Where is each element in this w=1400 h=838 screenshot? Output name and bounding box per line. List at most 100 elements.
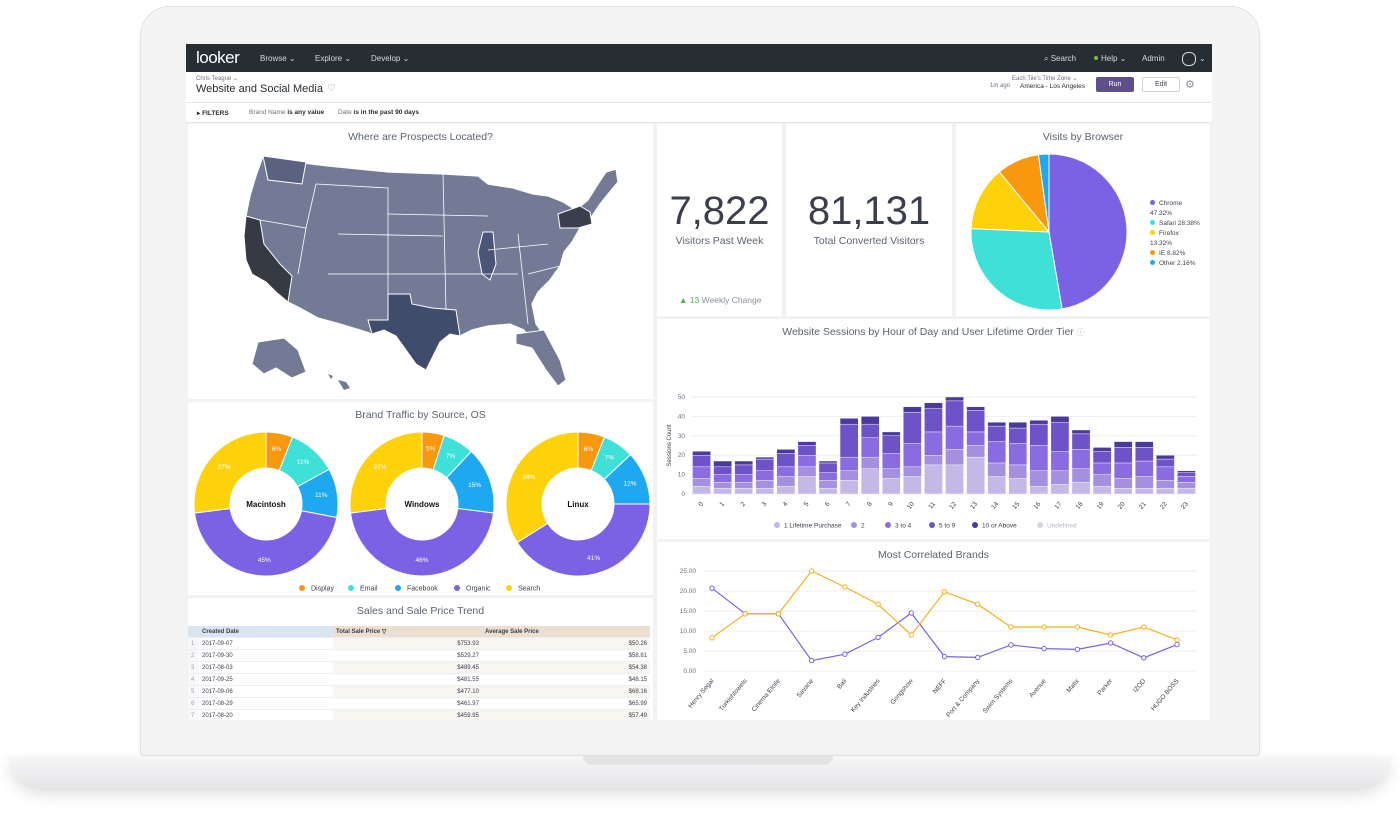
bar-segment[interactable] (734, 487, 753, 495)
bar-segment[interactable] (1156, 458, 1175, 468)
line-point[interactable] (1074, 624, 1081, 630)
bar-segment[interactable] (818, 472, 838, 481)
bar-segment[interactable] (713, 474, 732, 483)
table-row[interactable]: 7 2017-08-20 $459.95 $57.49 (188, 709, 650, 720)
bar-segment[interactable] (924, 408, 943, 433)
bar-segment[interactable] (966, 431, 985, 446)
bar-segment[interactable] (1113, 441, 1133, 448)
bar-segment[interactable] (797, 441, 817, 446)
legend-item-facebook[interactable]: Facebook (407, 586, 438, 593)
bar-segment[interactable] (1135, 447, 1154, 462)
bar-segment[interactable] (1135, 476, 1154, 489)
legend-item-display[interactable]: Display (311, 586, 334, 593)
bar-segment[interactable] (776, 466, 796, 477)
line-point[interactable] (975, 654, 981, 661)
line-point[interactable] (941, 653, 948, 660)
bar-segment[interactable] (987, 422, 1006, 427)
bar-segment[interactable] (755, 487, 775, 495)
legend-item-email[interactable]: Email (360, 586, 378, 593)
col-total-sale-price[interactable]: Total Sale Price ▽ (333, 626, 482, 638)
bar-segment[interactable] (839, 418, 859, 425)
bar-segment[interactable] (903, 412, 922, 444)
line-point[interactable] (1008, 624, 1014, 630)
bar-segment[interactable] (818, 460, 838, 464)
run-button[interactable]: Run (1096, 77, 1134, 92)
line-point[interactable] (1008, 642, 1014, 648)
bar-segment[interactable] (1177, 476, 1196, 483)
legend-item-other[interactable]: Other 2.16% (1150, 259, 1200, 269)
legend-item-ie[interactable]: IE 8.82% (1150, 249, 1200, 259)
bar-segment[interactable] (692, 486, 711, 495)
bar-segment[interactable] (1071, 468, 1091, 483)
edit-button[interactable]: Edit (1142, 77, 1180, 92)
legend-item[interactable]: 1 Lifetime Purchase (784, 523, 842, 530)
bar-segment[interactable] (1008, 422, 1028, 429)
line-point[interactable] (1074, 646, 1081, 653)
pie-slice-safari[interactable] (970, 228, 1063, 311)
bar-segment[interactable] (1050, 422, 1070, 452)
donut-slice-linux-search[interactable] (505, 431, 579, 544)
nav-develop[interactable]: Develop ⌄ (371, 54, 410, 63)
bar-segment[interactable] (797, 454, 817, 468)
line-point[interactable] (1141, 655, 1147, 661)
bar-segment[interactable] (1008, 478, 1028, 495)
bar-segment[interactable] (818, 487, 838, 495)
bar-segment[interactable] (882, 431, 901, 436)
bar-segment[interactable] (755, 470, 775, 481)
bar-segment[interactable] (1071, 429, 1091, 435)
bar-segment[interactable] (924, 402, 943, 409)
bar-segment[interactable] (1008, 464, 1028, 479)
bar-segment[interactable] (1113, 487, 1133, 495)
legend-item-organic[interactable]: Organic (466, 586, 491, 593)
table-row[interactable]: 4 2017-09-25 $481.55 $48.15 (188, 673, 650, 686)
bar-segment[interactable] (1029, 470, 1049, 487)
bar-segment[interactable] (945, 464, 964, 495)
bar-segment[interactable] (1135, 487, 1154, 495)
nav-explore[interactable]: Explore ⌄ (315, 54, 352, 63)
bar-segment[interactable] (1071, 482, 1091, 495)
series-line[interactable] (711, 570, 1178, 641)
legend-item[interactable]: 3 to 4 (895, 523, 912, 530)
line-point[interactable] (709, 635, 715, 641)
bar-segment[interactable] (924, 454, 943, 466)
legend-item-search[interactable]: Search (518, 586, 540, 593)
bar-segment[interactable] (882, 478, 901, 495)
line-point[interactable] (941, 589, 948, 595)
line-point[interactable] (908, 610, 914, 616)
bar-segment[interactable] (713, 460, 732, 468)
bar-segment[interactable] (903, 443, 922, 468)
pie-slice-other[interactable] (1037, 153, 1050, 233)
chevron-down-icon[interactable]: ⌄ (1199, 54, 1206, 63)
bar-segment[interactable] (776, 476, 796, 487)
line-point[interactable] (875, 634, 881, 641)
filter-date[interactable]: Date is in the past 90 days (338, 109, 419, 116)
bar-segment[interactable] (1156, 466, 1175, 481)
bar-segment[interactable] (882, 468, 901, 479)
bar-segment[interactable] (713, 482, 732, 489)
bar-segment[interactable] (1113, 462, 1133, 479)
bar-segment[interactable] (839, 456, 859, 471)
bar-segment[interactable] (1156, 454, 1175, 460)
line-point[interactable] (808, 657, 815, 664)
line-point[interactable] (908, 632, 914, 638)
pie-slice-chrome[interactable] (1048, 153, 1128, 310)
info-icon[interactable]: ⓘ (1076, 328, 1085, 337)
gear-icon[interactable]: ⚙ (1185, 79, 1195, 91)
bar-segment[interactable] (966, 410, 985, 433)
bar-segment[interactable] (713, 487, 732, 495)
donut-slice-windows-organic[interactable] (350, 507, 494, 577)
nav-browse[interactable]: Browse ⌄ (260, 54, 296, 63)
bar-segment[interactable] (1050, 451, 1070, 471)
bar-segment[interactable] (713, 466, 732, 475)
donut-charts[interactable]: 6% 11% 11% 45% 27% Macintosh 5% 7% 15% 46% 27% Wind… (188, 402, 653, 595)
line-point[interactable] (709, 585, 715, 591)
bar-segment[interactable] (839, 480, 859, 495)
bar-segment[interactable] (1029, 420, 1049, 425)
col-average-sale-price[interactable]: Average Sale Price (482, 626, 650, 638)
bar-segment[interactable] (1156, 487, 1175, 495)
bar-segment[interactable] (797, 445, 817, 456)
nav-search[interactable]: ⌕ Search (1044, 54, 1076, 64)
legend-item-safari[interactable]: Safari 28.38% (1150, 219, 1200, 229)
bar-segment[interactable] (1177, 470, 1196, 473)
